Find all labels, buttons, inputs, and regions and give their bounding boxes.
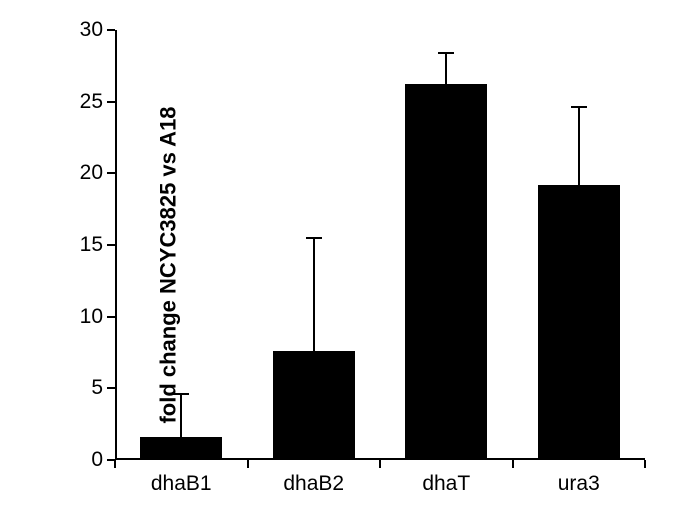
bar	[273, 351, 355, 460]
error-cap	[173, 393, 189, 395]
bar	[405, 84, 487, 460]
x-tick	[512, 460, 514, 468]
error-bar	[313, 238, 315, 351]
bar-chart: fold change NCYC3825 vs A18 051015202530…	[0, 0, 685, 529]
y-tick-label: 25	[80, 90, 115, 114]
y-tick-label: 30	[80, 18, 115, 42]
bar	[538, 185, 620, 460]
plot-area: 051015202530dhaB1dhaB2dhaTura3	[115, 30, 645, 460]
y-axis-line	[115, 30, 117, 460]
error-bar	[180, 394, 182, 437]
x-tick	[644, 460, 646, 468]
x-tick-label: ura3	[558, 460, 600, 496]
error-bar	[445, 53, 447, 85]
bar	[140, 437, 222, 460]
y-tick-label: 10	[80, 305, 115, 329]
error-cap	[438, 52, 454, 54]
y-tick-label: 5	[91, 376, 115, 400]
y-tick-label: 0	[91, 448, 115, 472]
error-cap	[306, 237, 322, 239]
error-cap	[571, 106, 587, 108]
error-bar	[578, 107, 580, 184]
y-tick-label: 20	[80, 161, 115, 185]
x-tick	[379, 460, 381, 468]
x-tick-label: dhaB2	[283, 460, 344, 496]
x-tick	[114, 460, 116, 468]
x-tick-label: dhaT	[422, 460, 470, 496]
y-tick-label: 15	[80, 233, 115, 257]
x-tick-label: dhaB1	[151, 460, 212, 496]
x-tick	[247, 460, 249, 468]
